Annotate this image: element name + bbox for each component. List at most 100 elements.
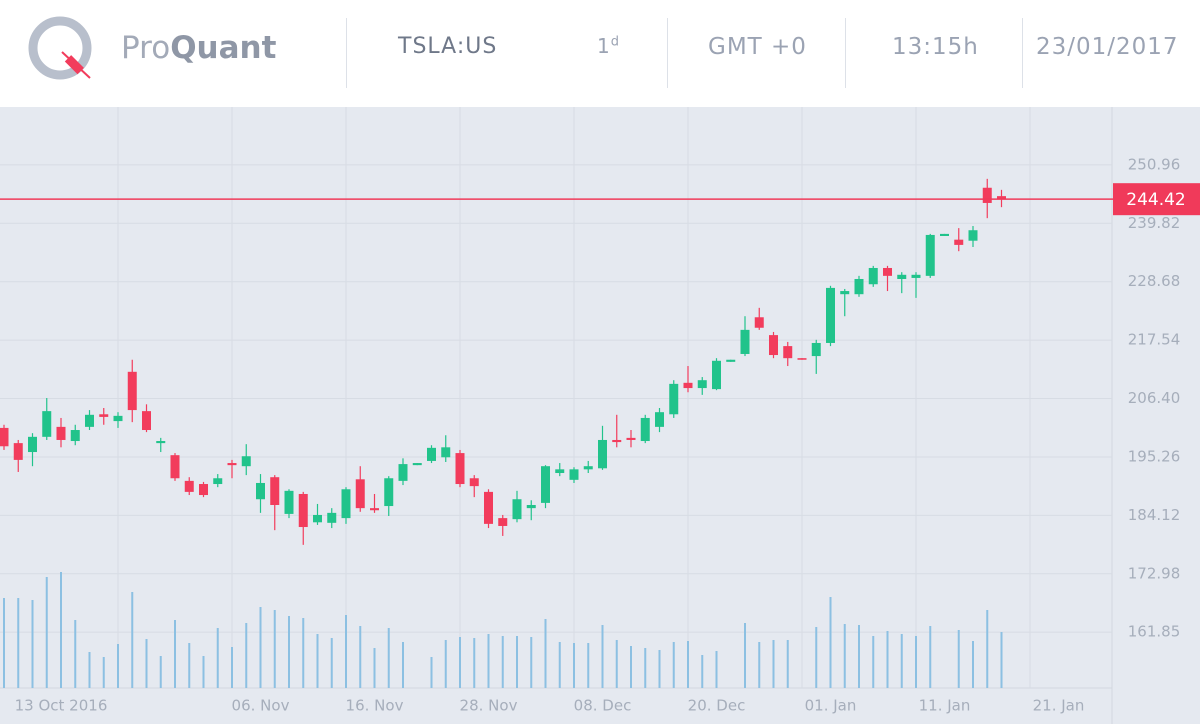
candle-body bbox=[769, 335, 778, 356]
timezone[interactable]: GMT +0 bbox=[708, 34, 807, 60]
candle-body bbox=[854, 278, 864, 295]
volume-bar bbox=[45, 577, 48, 688]
brand-light: Pro bbox=[121, 30, 171, 66]
x-tick-label: 01. Jan bbox=[805, 697, 857, 715]
volume-bar bbox=[459, 637, 461, 688]
candle-body bbox=[469, 478, 479, 487]
candle-body bbox=[712, 360, 721, 390]
symbol[interactable]: TSLA:US bbox=[398, 34, 498, 59]
candle-body bbox=[56, 426, 66, 440]
candle-body bbox=[170, 455, 180, 479]
candle-body bbox=[840, 291, 850, 295]
candle-body bbox=[298, 493, 308, 528]
volume-bar bbox=[473, 638, 476, 688]
y-tick-label: 195.26 bbox=[1128, 447, 1181, 465]
candle-body bbox=[70, 430, 80, 442]
candle-body bbox=[427, 447, 436, 461]
volume-bar bbox=[516, 636, 518, 688]
volume-bar bbox=[872, 636, 875, 688]
candle-body bbox=[142, 411, 151, 431]
candle-body bbox=[398, 464, 408, 481]
candle-body bbox=[370, 508, 379, 511]
candle-body bbox=[897, 274, 907, 279]
interval[interactable]: 1d bbox=[597, 34, 620, 58]
candle-body bbox=[156, 441, 166, 444]
candle-body bbox=[384, 478, 394, 507]
x-tick-label: 13 Oct 2016 bbox=[15, 697, 108, 715]
candle-body bbox=[412, 463, 422, 466]
candle-body bbox=[754, 317, 764, 328]
candle-body bbox=[355, 479, 365, 509]
volume-bar bbox=[558, 642, 561, 688]
candle-body bbox=[0, 427, 9, 447]
volume-bar bbox=[231, 647, 233, 688]
volume-bar bbox=[758, 642, 761, 688]
volume-bar bbox=[387, 628, 390, 688]
candle-body bbox=[13, 443, 23, 460]
candle-body bbox=[526, 504, 536, 509]
volume-bar bbox=[402, 642, 404, 688]
candle-body bbox=[583, 466, 593, 470]
volume-bar bbox=[972, 641, 974, 688]
volume-bar bbox=[744, 623, 746, 688]
y-tick-label: 228.68 bbox=[1128, 272, 1181, 290]
candle-body bbox=[313, 514, 322, 523]
volume-bar bbox=[1000, 632, 1003, 688]
x-tick-label: 21. Jan bbox=[1033, 697, 1085, 715]
candle-body bbox=[512, 499, 522, 520]
volume-bar bbox=[587, 643, 590, 688]
volume-bar bbox=[174, 620, 176, 688]
volume-bar bbox=[487, 634, 490, 688]
volume-bar bbox=[330, 638, 333, 688]
x-tick-label: 08. Dec bbox=[574, 697, 632, 715]
volume-bar bbox=[644, 648, 647, 688]
volume-bar bbox=[316, 634, 319, 688]
candle-body bbox=[911, 274, 921, 278]
candle-body bbox=[28, 436, 37, 453]
volume-bar bbox=[3, 598, 5, 688]
x-tick-label: 11. Jan bbox=[919, 697, 971, 715]
y-tick-label: 217.54 bbox=[1128, 331, 1181, 349]
volume-bar bbox=[202, 656, 205, 688]
candle-body bbox=[883, 267, 892, 276]
candle-body bbox=[99, 414, 109, 417]
volume-bar bbox=[915, 636, 917, 688]
candle-body bbox=[968, 230, 978, 241]
x-tick-label: 16. Nov bbox=[346, 697, 404, 715]
volume-bar bbox=[886, 631, 889, 688]
volume-bar bbox=[430, 657, 433, 688]
volume-bar bbox=[74, 620, 77, 688]
candle-body bbox=[954, 239, 964, 245]
volume-bar bbox=[273, 610, 276, 688]
volume-bar bbox=[786, 640, 789, 688]
separator bbox=[845, 18, 846, 88]
candle-body bbox=[127, 371, 137, 411]
volume-bar bbox=[843, 624, 846, 688]
candle-body bbox=[740, 329, 750, 354]
time: 13:15h bbox=[892, 34, 979, 60]
volume-bar bbox=[302, 618, 305, 688]
volume-bar bbox=[829, 597, 832, 688]
date: 23/01/2017 bbox=[1036, 34, 1179, 60]
candle-body bbox=[85, 414, 94, 427]
candle-body bbox=[683, 382, 693, 389]
candle-body bbox=[341, 489, 351, 519]
candle-body bbox=[241, 456, 251, 467]
candle-body bbox=[498, 518, 508, 526]
volume-bar bbox=[259, 607, 262, 688]
candle-body bbox=[455, 453, 465, 485]
candle-body bbox=[925, 234, 935, 276]
candle-body bbox=[868, 267, 878, 285]
brand[interactable]: ProQuant bbox=[121, 30, 276, 66]
volume-bar bbox=[672, 642, 675, 688]
volume-bar bbox=[117, 644, 119, 688]
candle-body bbox=[555, 469, 565, 474]
candle-body bbox=[612, 439, 622, 443]
volume-bar bbox=[601, 625, 604, 688]
volume-bar bbox=[102, 657, 105, 688]
volume-bar bbox=[345, 615, 347, 688]
volume-bar bbox=[159, 656, 162, 688]
volume-bar bbox=[31, 600, 34, 688]
candle-body bbox=[726, 359, 736, 362]
